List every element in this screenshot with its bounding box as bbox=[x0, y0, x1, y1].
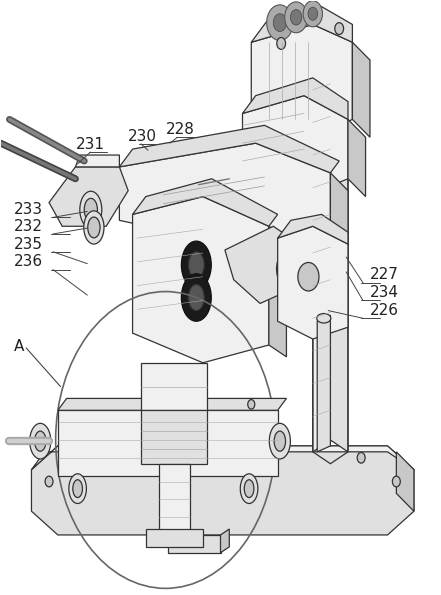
Polygon shape bbox=[225, 226, 299, 303]
Circle shape bbox=[273, 14, 287, 32]
Polygon shape bbox=[49, 167, 128, 226]
Text: 234: 234 bbox=[370, 285, 399, 300]
Text: 232: 232 bbox=[14, 219, 43, 234]
Ellipse shape bbox=[34, 431, 46, 451]
Text: 236: 236 bbox=[14, 255, 43, 270]
Circle shape bbox=[71, 452, 79, 463]
Ellipse shape bbox=[240, 474, 258, 503]
Polygon shape bbox=[243, 96, 348, 196]
Polygon shape bbox=[142, 363, 207, 411]
Polygon shape bbox=[58, 399, 287, 411]
Text: A: A bbox=[14, 339, 24, 353]
Polygon shape bbox=[146, 529, 203, 547]
Ellipse shape bbox=[244, 480, 254, 497]
Circle shape bbox=[45, 476, 53, 487]
Polygon shape bbox=[352, 42, 370, 137]
Ellipse shape bbox=[30, 424, 51, 459]
Circle shape bbox=[357, 452, 365, 463]
Circle shape bbox=[308, 7, 318, 20]
Polygon shape bbox=[330, 60, 348, 452]
Polygon shape bbox=[317, 315, 330, 452]
Polygon shape bbox=[243, 78, 348, 120]
Circle shape bbox=[335, 23, 344, 35]
Circle shape bbox=[248, 400, 255, 409]
Circle shape bbox=[298, 262, 319, 291]
Text: 231: 231 bbox=[75, 137, 105, 152]
Circle shape bbox=[290, 10, 302, 25]
Ellipse shape bbox=[277, 250, 301, 289]
Polygon shape bbox=[269, 226, 287, 357]
Ellipse shape bbox=[282, 258, 295, 280]
Polygon shape bbox=[348, 120, 366, 196]
Text: 227: 227 bbox=[370, 267, 399, 283]
Polygon shape bbox=[251, 24, 352, 137]
Circle shape bbox=[267, 5, 293, 40]
Polygon shape bbox=[142, 411, 207, 464]
Ellipse shape bbox=[188, 252, 204, 278]
Polygon shape bbox=[278, 214, 348, 244]
Ellipse shape bbox=[181, 274, 211, 321]
Ellipse shape bbox=[73, 480, 82, 497]
Ellipse shape bbox=[88, 217, 100, 238]
Ellipse shape bbox=[274, 431, 286, 451]
Polygon shape bbox=[133, 196, 269, 363]
Ellipse shape bbox=[80, 191, 102, 228]
Ellipse shape bbox=[181, 241, 211, 289]
Polygon shape bbox=[159, 464, 190, 535]
Polygon shape bbox=[168, 535, 220, 553]
Polygon shape bbox=[313, 60, 330, 452]
Circle shape bbox=[285, 2, 307, 33]
Polygon shape bbox=[251, 7, 352, 42]
Circle shape bbox=[303, 1, 322, 27]
Circle shape bbox=[277, 37, 286, 49]
Text: 230: 230 bbox=[128, 129, 157, 143]
Circle shape bbox=[392, 476, 400, 487]
Polygon shape bbox=[31, 446, 414, 469]
Ellipse shape bbox=[188, 284, 204, 311]
Polygon shape bbox=[220, 529, 229, 553]
Polygon shape bbox=[396, 452, 414, 511]
Ellipse shape bbox=[269, 424, 290, 459]
Ellipse shape bbox=[317, 314, 331, 323]
Ellipse shape bbox=[69, 474, 86, 503]
Ellipse shape bbox=[84, 198, 97, 221]
Ellipse shape bbox=[84, 211, 104, 244]
Polygon shape bbox=[133, 178, 278, 226]
Text: 228: 228 bbox=[165, 122, 194, 137]
Polygon shape bbox=[75, 155, 120, 167]
Polygon shape bbox=[120, 126, 339, 173]
Text: 226: 226 bbox=[370, 303, 399, 318]
Polygon shape bbox=[330, 173, 348, 244]
Text: 233: 233 bbox=[14, 202, 43, 217]
Polygon shape bbox=[278, 226, 348, 339]
Polygon shape bbox=[58, 411, 278, 475]
Polygon shape bbox=[31, 446, 414, 535]
Text: 235: 235 bbox=[14, 237, 43, 252]
Polygon shape bbox=[120, 143, 330, 250]
